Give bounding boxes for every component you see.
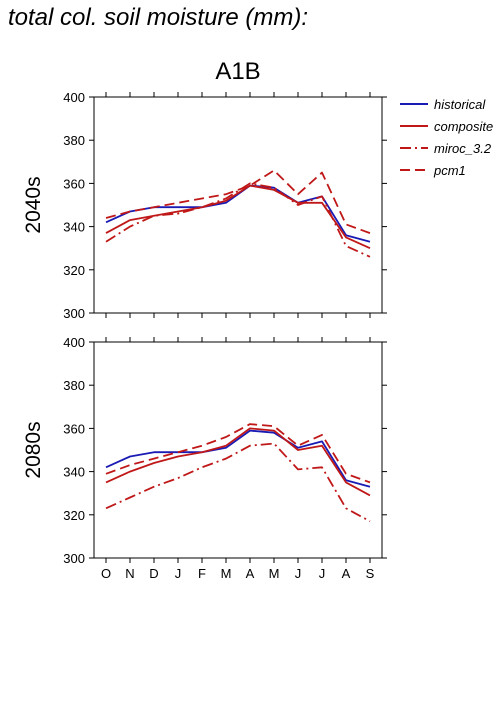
x-tick-label: M (269, 566, 280, 581)
y-tick-label: 360 (63, 176, 85, 191)
x-tick-label: M (221, 566, 232, 581)
x-tick-label: F (198, 566, 206, 581)
x-tick-label: A (246, 566, 255, 581)
y-tick-label: 380 (63, 133, 85, 148)
chart-title: A1B (215, 58, 260, 85)
y-tick-label: 300 (63, 306, 85, 321)
x-tick-label: D (149, 566, 158, 581)
plot-frame (93, 96, 383, 314)
x-tick-label: A (342, 566, 351, 581)
x-tick-label: N (125, 566, 134, 581)
x-tick-label: J (319, 566, 326, 581)
y-tick-label: 360 (63, 421, 85, 436)
plot-frame (93, 341, 383, 559)
series-line-historical (105, 429, 371, 488)
legend-label: composite (434, 119, 493, 134)
y-tick-label: 340 (63, 220, 85, 235)
x-tick-label: O (101, 566, 111, 581)
panel-2080s: 300 320 340 360 380 400 2080s (22, 335, 387, 566)
page-title: total col. soil moisture (mm): (8, 4, 309, 31)
series-line-pcm1 (105, 423, 371, 484)
y-tick-label: 320 (63, 263, 85, 278)
series-line-composite (105, 427, 371, 497)
y-tick-label: 320 (63, 508, 85, 523)
panel-2040s: 300 320 340 360 380 400 2040s (22, 90, 387, 321)
legend-label: historical (434, 97, 486, 112)
series-line-miroc-3-2 (105, 182, 371, 258)
x-tick-label: J (175, 566, 182, 581)
x-tick-label: J (295, 566, 302, 581)
y-tick-label: 400 (63, 90, 85, 105)
series-line-miroc-3-2 (105, 442, 371, 523)
y-tick-label: 340 (63, 465, 85, 480)
y-tick-label: 380 (63, 378, 85, 393)
row-label: 2040s (22, 176, 45, 233)
legend-label: miroc_3.2 (434, 141, 492, 156)
series-line-composite (105, 184, 371, 250)
y-tick-label: 300 (63, 551, 85, 566)
row-label: 2080s (22, 421, 45, 478)
legend: historical composite miroc_3.2 pcm1 (400, 97, 493, 178)
y-tick-label: 400 (63, 335, 85, 350)
series-line-pcm1 (105, 169, 371, 234)
x-tick-label: S (366, 566, 375, 581)
legend-label: pcm1 (433, 163, 466, 178)
